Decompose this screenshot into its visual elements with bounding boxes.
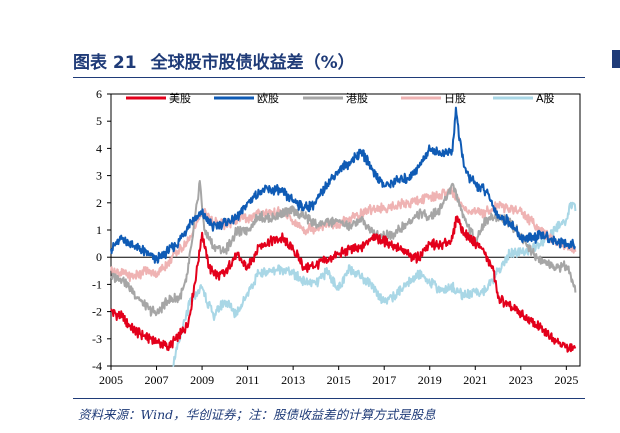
x-tick-label: 2015	[327, 373, 351, 387]
x-tick-label: 2019	[418, 373, 442, 387]
y-tick-label: 3	[96, 169, 102, 183]
x-tick-label: 2009	[190, 373, 214, 387]
legend-label-3: 港股	[346, 92, 368, 105]
figure-label: 图表 21	[73, 53, 137, 73]
series-line-4	[110, 186, 577, 283]
series-line-2	[110, 106, 577, 264]
x-tick-label: 2021	[463, 373, 487, 387]
legend-label-4: 日股	[444, 92, 466, 105]
figure-title: 图表 21 全球股市股债收益差（%）	[73, 48, 369, 73]
y-tick-label: -2	[92, 305, 102, 319]
y-tick-label: 4	[96, 141, 102, 155]
y-tick-label: 2	[96, 196, 102, 210]
y-tick-label: -3	[92, 332, 102, 346]
figure-title-text: 全球股市股债收益差（%）	[150, 53, 355, 73]
y-tick-label: -4	[92, 359, 102, 373]
y-tick-label: 6	[96, 87, 102, 101]
title-divider	[73, 77, 585, 78]
x-tick-label: 2005	[99, 373, 123, 387]
y-tick-label: -1	[92, 277, 102, 291]
x-tick-label: 2011	[236, 373, 260, 387]
x-tick-label: 2007	[145, 373, 169, 387]
plot-area-frame	[110, 93, 581, 367]
source-note: 资料来源：Wind，华创证券；注：股债收益差的计算方式是股息	[78, 407, 436, 422]
x-tick-label: 2017	[372, 373, 396, 387]
series-line-5	[172, 201, 577, 367]
x-tick-label: 2025	[554, 373, 578, 387]
next-figure-edge-mark	[612, 50, 620, 68]
series-line-1	[110, 215, 577, 353]
legend-label-1: 美股	[169, 92, 191, 105]
y-tick-label: 1	[96, 223, 102, 237]
legend-label-2: 欧股	[257, 92, 279, 105]
x-tick-label: 2023	[509, 373, 533, 387]
y-tick-label: 5	[96, 114, 102, 128]
source-divider	[73, 398, 585, 399]
x-tick-label: 2013	[281, 373, 305, 387]
legend-label-5: A股	[536, 92, 555, 105]
y-tick-label: 0	[96, 250, 102, 264]
